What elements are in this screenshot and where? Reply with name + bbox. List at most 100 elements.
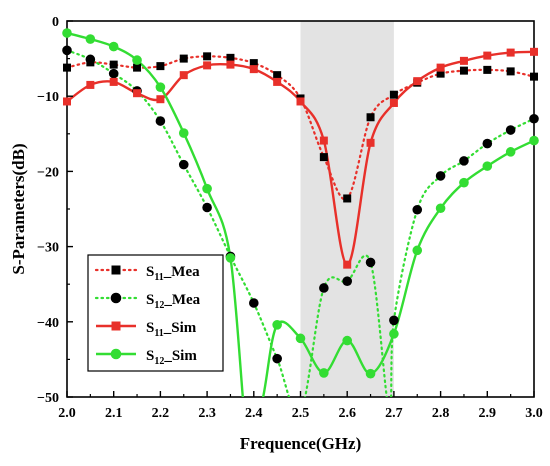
data-point-s11-sim <box>413 77 422 86</box>
data-point-s12-mea <box>202 202 212 213</box>
data-point-s11-sim <box>366 138 375 147</box>
x-tick-label: 2.8 <box>432 406 450 421</box>
data-point-s12-sim <box>155 82 166 92</box>
data-point-s12-sim <box>342 335 353 346</box>
y-tick-label: −30 <box>37 241 59 256</box>
data-point-s12-sim <box>482 161 493 171</box>
x-tick-label: 2.6 <box>338 406 356 421</box>
data-point-s12-mea <box>85 54 96 65</box>
data-point-s11-sim <box>343 260 352 269</box>
data-point-s11-mea <box>63 63 71 72</box>
data-point-s12-mea <box>459 156 469 166</box>
data-point-s11-sim <box>506 48 515 57</box>
data-point-s12-mea <box>482 138 493 149</box>
x-tick-label: 3.0 <box>525 406 543 421</box>
y-tick-label: −40 <box>37 316 59 331</box>
x-tick-label: 2.4 <box>245 406 263 421</box>
data-point-s12-sim <box>412 245 423 256</box>
data-point-s11-mea <box>109 60 118 69</box>
legend-marker-s11-sim <box>111 321 121 331</box>
x-tick-label: 2.3 <box>198 406 216 421</box>
y-tick-label: 0 <box>52 15 59 30</box>
data-point-s11-sim <box>530 47 538 56</box>
data-point-s11-mea <box>389 90 398 99</box>
axis-ticks: 2.0 2.1 2.2 2.3 2.4 2.5 2.6 2.7 2.8 2.9 3.0 0 −10 −20… <box>37 15 543 421</box>
data-point-s11-mea <box>436 69 445 78</box>
x-tick-label: 2.2 <box>152 406 170 421</box>
data-point-s11-sim <box>319 136 328 145</box>
data-point-s12-mea <box>62 45 72 56</box>
data-point-s11-mea <box>226 53 235 62</box>
highlight-band <box>300 21 394 397</box>
data-point-s11-mea <box>506 67 515 76</box>
data-point-s11-sim <box>156 95 165 104</box>
x-tick-label: 2.0 <box>58 406 76 421</box>
data-point-s12-sim <box>319 368 329 378</box>
data-point-s11-mea <box>343 194 352 203</box>
x-tick-label: 2.9 <box>479 406 497 421</box>
data-point-s12-sim <box>178 128 189 138</box>
data-point-s11-sim <box>459 56 468 65</box>
legend-label-s12-sim: S12_Sim <box>146 348 197 367</box>
data-point-s12-mea <box>108 68 119 79</box>
data-point-s11-mea <box>273 71 282 80</box>
x-tick-label: 2.1 <box>105 406 123 421</box>
data-point-s12-mea <box>249 298 259 308</box>
data-point-s12-mea <box>389 315 399 326</box>
data-point-s12-mea <box>412 204 423 215</box>
data-point-s12-sim <box>85 34 96 44</box>
data-point-s11-mea <box>249 59 258 68</box>
data-point-s12-mea <box>342 276 353 286</box>
data-point-s11-mea <box>459 66 468 75</box>
data-point-s11-sim <box>249 65 258 74</box>
y-axis-title: S-Parameters(dB) <box>9 143 28 274</box>
data-point-s12-sim <box>505 147 516 157</box>
x-tick-label: 2.5 <box>292 406 310 421</box>
y-tick-label: −10 <box>37 90 59 105</box>
data-point-s11-sim <box>483 51 492 60</box>
legend: S11_Mea S12_Mea S11_Sim S12_Sim <box>87 254 224 372</box>
data-point-s12-mea <box>178 159 189 170</box>
data-point-s12-mea <box>505 125 516 135</box>
y-tick-label: −20 <box>37 165 59 180</box>
data-point-s12-sim <box>459 177 469 188</box>
data-point-s11-sim <box>63 97 71 106</box>
data-point-s12-mea <box>529 113 539 124</box>
x-tick-label: 2.7 <box>385 406 403 421</box>
series-line-s11-sim <box>67 50 534 266</box>
data-point-s12-sim <box>202 183 212 194</box>
data-point-s11-mea <box>483 65 492 74</box>
data-point-s11-mea <box>530 72 538 81</box>
legend-marker-s11-mea <box>111 265 121 275</box>
data-point-s12-sim <box>132 55 142 65</box>
data-point-s11-sim <box>133 89 142 98</box>
data-point-s12-mea <box>272 353 282 364</box>
data-point-s11-mea <box>133 63 142 72</box>
data-point-s11-mea <box>366 113 375 122</box>
series-line-s12-mea <box>67 49 534 397</box>
data-point-s11-sim <box>203 61 212 70</box>
data-point-s11-sim <box>226 60 235 69</box>
data-point-s12-sim <box>295 333 306 344</box>
legend-marker-s12-sim <box>110 348 122 360</box>
legend-marker-s12-mea <box>110 292 122 304</box>
data-point-s12-sim <box>529 135 539 146</box>
x-axis-title: Frequence(GHz) <box>240 434 361 453</box>
legend-label-s12-mea: S12_Mea <box>146 292 201 311</box>
series-markers <box>62 28 539 379</box>
y-tick-label: −50 <box>37 391 59 406</box>
highlight-band-layer <box>300 21 394 397</box>
data-point-s12-mea <box>319 283 329 293</box>
data-point-s11-sim <box>273 77 282 86</box>
data-point-s12-sim <box>62 28 72 38</box>
data-point-s11-mea <box>156 62 165 71</box>
data-point-s11-sim <box>436 63 445 72</box>
data-point-s11-mea <box>203 52 212 61</box>
data-point-s11-sim <box>389 98 398 107</box>
data-point-s11-mea <box>319 153 328 162</box>
data-point-s12-mea <box>155 116 166 126</box>
data-point-s12-sim <box>108 41 119 52</box>
data-point-s12-sim <box>225 253 236 263</box>
data-point-s12-sim <box>389 329 399 339</box>
